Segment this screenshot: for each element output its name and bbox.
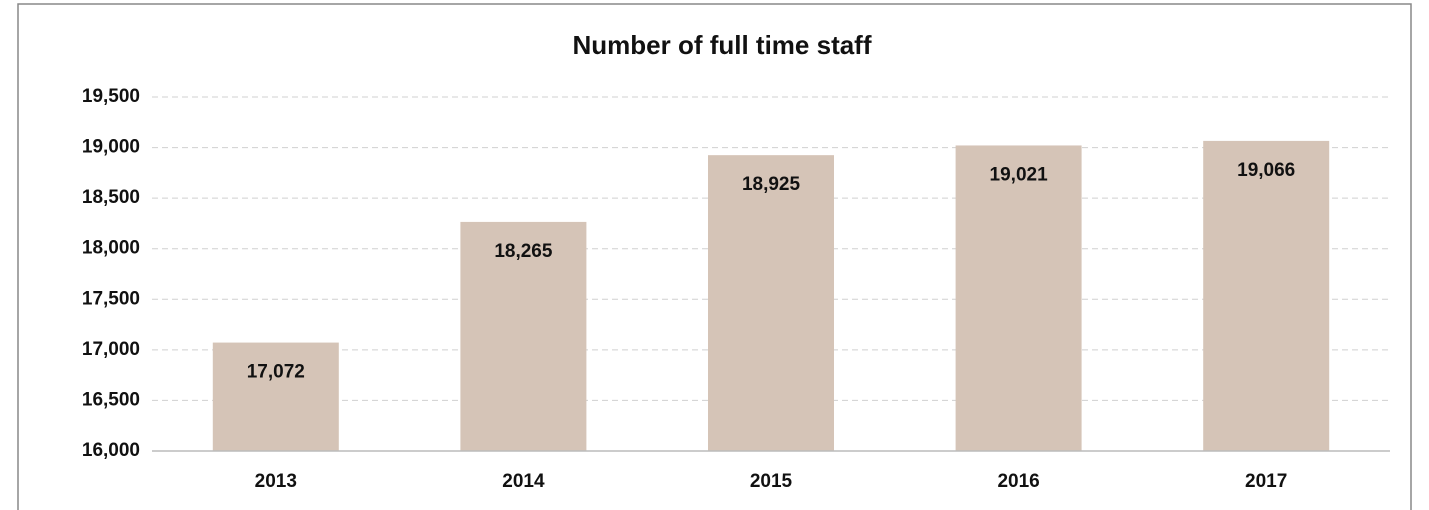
data-label: 19,066 — [1237, 160, 1295, 181]
y-tick-label: 17,500 — [82, 288, 140, 309]
chart-frame — [17, 3, 1412, 510]
y-tick-label: 19,500 — [82, 86, 140, 107]
data-label: 18,925 — [742, 174, 801, 195]
y-tick-label: 16,000 — [82, 440, 140, 461]
data-label: 18,265 — [494, 241, 553, 262]
bar — [212, 342, 339, 451]
x-tick-label: 2017 — [1245, 471, 1287, 492]
x-tick-label: 2014 — [502, 471, 545, 492]
y-tick-label: 16,500 — [82, 389, 140, 410]
bar — [708, 155, 834, 451]
x-tick-label: 2013 — [255, 471, 297, 492]
y-tick-label: 17,000 — [82, 339, 140, 360]
y-tick-label: 18,000 — [82, 238, 140, 259]
y-tick-label: 18,500 — [82, 187, 140, 208]
x-tick-label: 2015 — [750, 471, 793, 492]
data-label: 19,021 — [990, 164, 1049, 185]
data-label: 17,072 — [247, 362, 305, 383]
chart-title: Number of full time staff — [572, 30, 871, 60]
bar — [460, 221, 587, 451]
y-tick-label: 19,000 — [82, 137, 140, 158]
bar — [955, 145, 1082, 451]
bar — [1203, 140, 1330, 451]
x-tick-label: 2016 — [997, 471, 1039, 492]
